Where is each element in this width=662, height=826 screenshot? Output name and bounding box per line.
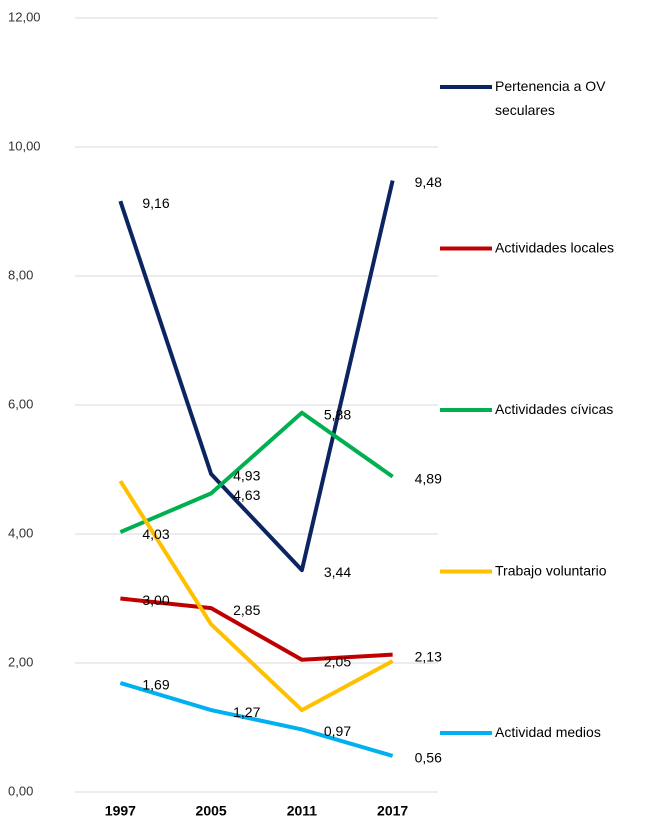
data-label: 3,00	[142, 592, 169, 608]
data-label: 3,44	[324, 564, 351, 580]
series-line	[119, 681, 394, 758]
data-label: 2,05	[324, 653, 351, 669]
data-label: 4,63	[233, 487, 260, 503]
data-label: 4,03	[142, 526, 169, 542]
data-label: 2,13	[415, 648, 442, 664]
series-line	[118, 180, 395, 573]
legend-label: Trabajo voluntario	[495, 562, 607, 578]
data-label: 1,27	[233, 704, 260, 720]
legend-label: Actividades cívicas	[495, 401, 613, 417]
y-tick-label: 2,00	[8, 654, 33, 669]
data-label: 0,56	[415, 750, 442, 766]
legend-label: Pertenencia a OV seculares	[495, 78, 606, 118]
data-label: 0,97	[324, 723, 351, 739]
data-label: 9,48	[415, 174, 442, 190]
y-tick-label: 4,00	[8, 525, 33, 540]
y-tick-label: 8,00	[8, 267, 33, 282]
series-line	[118, 480, 394, 713]
data-label: 4,93	[233, 468, 260, 484]
series-line	[119, 410, 394, 534]
data-label: 4,89	[415, 470, 442, 486]
x-tick-label: 1997	[105, 803, 136, 819]
x-tick-label: 2005	[196, 803, 227, 819]
legend-label: Actividad medios	[495, 724, 601, 740]
y-tick-label: 0,00	[8, 783, 33, 798]
data-label: 2,85	[233, 602, 260, 618]
data-label: 5,88	[324, 406, 351, 422]
series-line	[120, 596, 393, 662]
legend-label: Actividades locales	[495, 239, 614, 255]
x-tick-label: 2017	[377, 803, 408, 819]
y-tick-label: 12,00	[8, 9, 41, 24]
x-tick-label: 2011	[287, 803, 318, 819]
y-tick-label: 10,00	[8, 138, 41, 153]
y-tick-label: 6,00	[8, 396, 33, 411]
data-label: 1,69	[142, 677, 169, 693]
data-label: 9,16	[142, 195, 169, 211]
